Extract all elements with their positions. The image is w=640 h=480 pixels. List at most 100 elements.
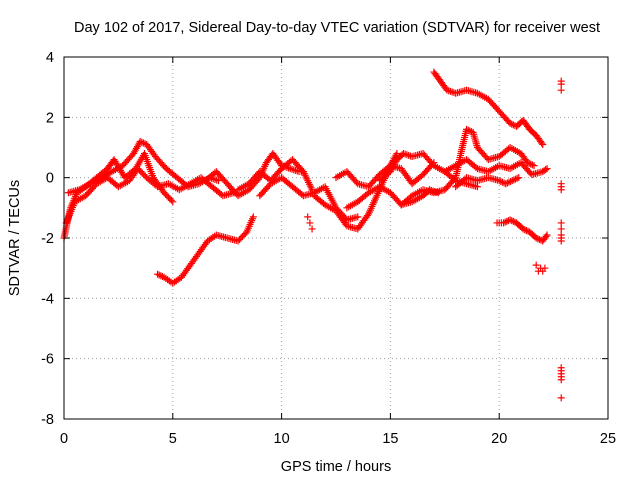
data-point xyxy=(542,166,550,174)
data-point xyxy=(463,125,471,133)
data-point xyxy=(288,165,296,173)
x-tick-label: 15 xyxy=(382,431,398,447)
data-point xyxy=(513,174,521,182)
data-point xyxy=(503,217,511,225)
data-point xyxy=(466,127,474,135)
data-point xyxy=(541,264,549,272)
data-point xyxy=(501,218,509,226)
data-point xyxy=(503,179,511,187)
data-point xyxy=(363,212,371,220)
data-point xyxy=(507,177,515,185)
data-point xyxy=(249,213,257,221)
series-track-q xyxy=(493,216,551,245)
x-axis-label: GPS time / hours xyxy=(281,459,391,475)
series-track-d xyxy=(154,213,257,287)
data-point xyxy=(154,270,162,278)
y-tick-label: -8 xyxy=(41,412,54,428)
data-point xyxy=(543,231,551,239)
series-track-b xyxy=(62,165,238,227)
series-track-k xyxy=(343,183,442,212)
y-axis-label: SDTVAR / TECUs xyxy=(7,180,23,296)
data-point xyxy=(506,119,514,127)
data-point xyxy=(138,138,146,146)
data-point xyxy=(505,178,513,186)
series-track-r xyxy=(532,261,549,275)
series-track-s xyxy=(557,77,565,402)
data-point xyxy=(521,226,529,234)
data-point xyxy=(393,150,401,158)
y-tick-label: 2 xyxy=(46,110,54,126)
data-point xyxy=(306,219,314,227)
grid-layer xyxy=(64,57,608,419)
data-point xyxy=(543,165,551,173)
data-point xyxy=(509,217,517,225)
x-axis-ticks: 0 5 10 15 20 25 xyxy=(60,57,616,447)
data-point xyxy=(136,137,144,145)
chart-title: Day 102 of 2017, Sidereal Day-to-day VTE… xyxy=(74,20,600,36)
data-point xyxy=(304,213,312,221)
data-point xyxy=(527,160,535,168)
series-track-o xyxy=(441,156,551,179)
data-point xyxy=(405,151,413,159)
series-track-c xyxy=(64,137,222,197)
data-point xyxy=(557,376,565,384)
data-point xyxy=(497,177,505,185)
data-point xyxy=(557,86,565,94)
x-tick-label: 10 xyxy=(274,431,290,447)
data-point xyxy=(157,272,165,280)
data-point xyxy=(557,237,565,245)
data-point xyxy=(522,226,530,234)
data-point xyxy=(557,219,565,227)
data-point xyxy=(498,178,506,186)
data-point xyxy=(464,126,472,134)
data-point xyxy=(448,88,456,96)
series-track-n xyxy=(430,68,547,148)
data-point xyxy=(530,162,538,170)
data-point xyxy=(450,175,458,183)
x-tick-label: 20 xyxy=(491,431,507,447)
data-point xyxy=(167,196,175,204)
data-point xyxy=(523,159,531,167)
data-point xyxy=(508,217,516,225)
x-tick-label: 5 xyxy=(169,431,177,447)
x-tick-label: 25 xyxy=(600,431,616,447)
y-tick-label: 0 xyxy=(46,171,54,187)
data-point xyxy=(214,177,222,185)
x-tick-label: 0 xyxy=(60,431,68,447)
data-point xyxy=(557,394,565,402)
data-point xyxy=(169,198,177,206)
series-track-f xyxy=(234,156,316,194)
y-axis-ticks: -8 -6 -4 -2 0 2 4 xyxy=(41,50,608,428)
data-point xyxy=(534,235,542,243)
data-point xyxy=(502,180,510,188)
data-point xyxy=(542,232,550,240)
data-point xyxy=(510,176,518,184)
series-track-h xyxy=(304,213,316,233)
data-point xyxy=(473,183,481,191)
data-point xyxy=(557,80,565,88)
data-point xyxy=(508,120,516,128)
data-point xyxy=(525,159,533,167)
data-point xyxy=(308,225,316,233)
data-point xyxy=(515,174,523,182)
data-point xyxy=(532,234,540,242)
y-tick-label: -6 xyxy=(41,352,54,368)
data-point xyxy=(512,175,520,183)
data-point xyxy=(557,225,565,233)
data-point xyxy=(557,186,565,194)
data-point xyxy=(155,271,163,279)
data-point xyxy=(538,139,546,147)
data-layer xyxy=(60,68,565,402)
y-tick-label: -2 xyxy=(41,231,54,247)
data-point xyxy=(354,213,362,221)
series-track-m xyxy=(397,125,538,209)
data-point xyxy=(508,177,516,185)
data-point xyxy=(139,139,147,147)
data-point xyxy=(532,261,540,269)
data-point xyxy=(528,161,536,169)
data-point xyxy=(500,219,508,227)
data-point xyxy=(539,140,547,148)
data-point xyxy=(495,177,503,185)
y-tick-label: -4 xyxy=(41,291,54,307)
